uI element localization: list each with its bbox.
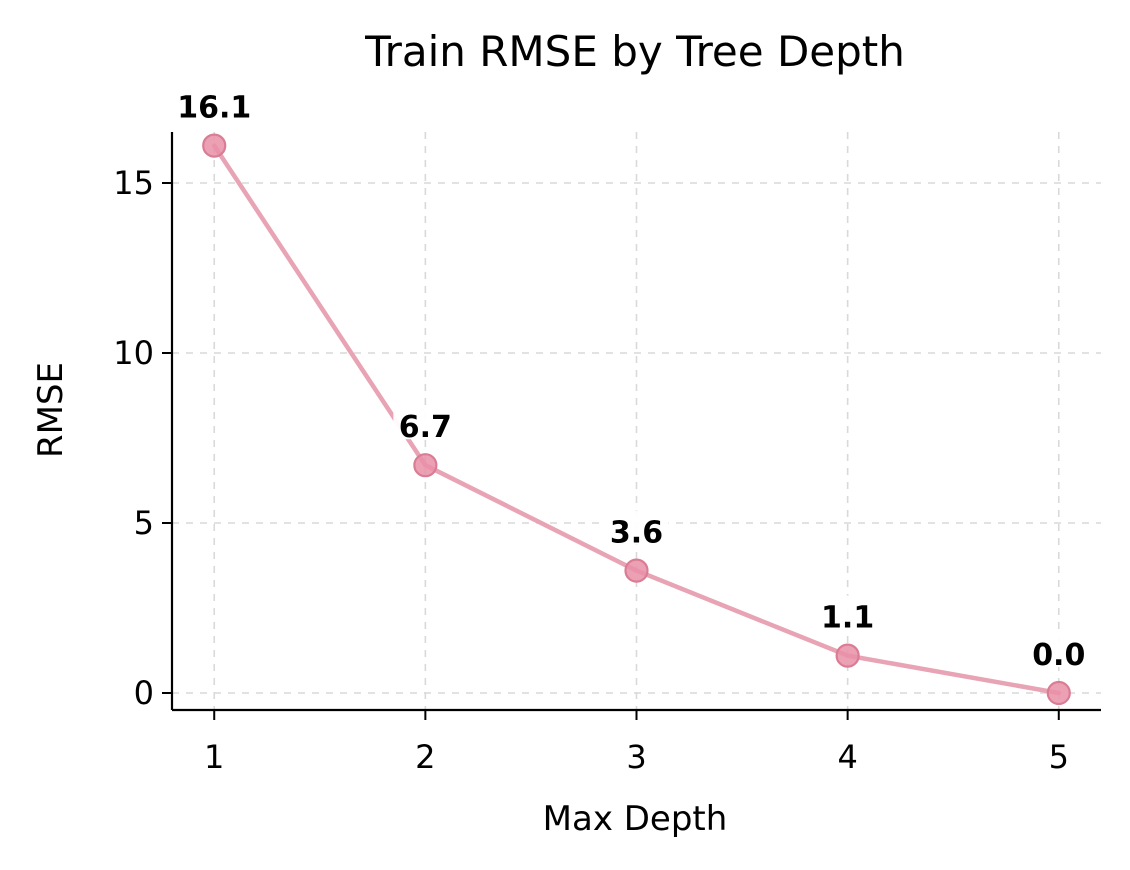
data-point-5: [1046, 680, 1071, 706]
x-tick-label-1: 1: [204, 738, 224, 776]
data-label-background-2: [393, 405, 458, 440]
data-label-background-4: [815, 595, 880, 630]
data-label-3: 3.6: [610, 516, 663, 551]
y-tick-label-4: 15: [113, 164, 154, 202]
data-label-background-1: [182, 85, 247, 120]
chart-title: Train RMSE by Tree Depth: [364, 27, 905, 76]
data-label-1: 16.1: [177, 91, 251, 126]
axes: [162, 132, 1101, 720]
x-tick-label-3: 3: [626, 738, 646, 776]
data-point-4: [835, 643, 860, 668]
x-axis-label: Max Depth: [543, 799, 728, 839]
data-point-2: [413, 453, 438, 478]
x-tick-label-2: 2: [415, 738, 435, 776]
y-tick-label-3: 10: [113, 334, 154, 372]
x-tick-label-4: 4: [837, 738, 857, 776]
series-layer: [202, 133, 1071, 706]
data-label-4: 1.1: [821, 601, 874, 636]
data-point-1: [202, 133, 227, 158]
data-label-5: 0.0: [1032, 638, 1085, 673]
y-axis-label: RMSE: [31, 362, 71, 458]
grid: [172, 132, 1101, 710]
labels-layer: 1 2 3 4 5 0 5 10 15 16.1 6.7 3.6 1.1 0.0: [113, 85, 1091, 776]
data-label-2: 6.7: [399, 410, 452, 445]
data-label-background-5: [1026, 633, 1091, 667]
data-point-3: [624, 558, 649, 583]
data-label-background-3: [604, 510, 669, 545]
y-tick-label-2: 5: [134, 504, 154, 542]
y-tick-label-1: 0: [134, 674, 154, 712]
x-tick-label-5: 5: [1049, 738, 1069, 776]
